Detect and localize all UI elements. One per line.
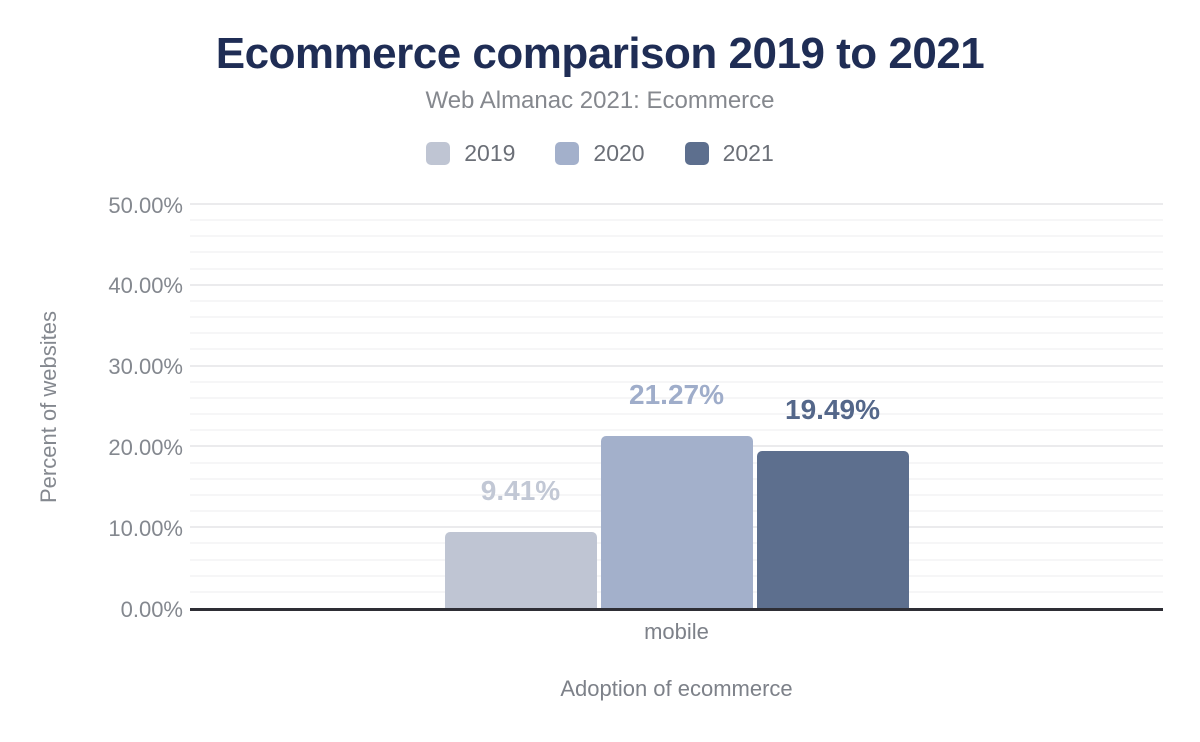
legend-label: 2019	[464, 140, 516, 166]
y-axis-tick-labels: 0.00% 10.00% 20.00% 30.00% 40.00% 50.00%	[60, 193, 183, 621]
legend-item: 2020	[555, 140, 645, 166]
plot-area: 9.41% 21.27% 19.49%	[190, 203, 1163, 611]
minor-gridline	[190, 316, 1163, 319]
bar-2020[interactable]	[600, 436, 753, 608]
bar-value-label: 9.41%	[480, 475, 561, 506]
legend-item: 2019	[426, 141, 515, 165]
y-tick-label: 10.00%	[108, 515, 183, 541]
minor-gridline	[190, 235, 1163, 238]
bar-2021[interactable]	[756, 451, 909, 608]
minor-gridline	[190, 219, 1163, 222]
bar-value-label: 19.49%	[785, 394, 880, 425]
legend-swatch-icon	[555, 141, 580, 165]
legend-item: 2021	[684, 140, 774, 166]
y-tick-label: 0.00%	[120, 596, 183, 622]
y-tick-label: 20.00%	[108, 434, 183, 460]
x-tick-label: mobile	[644, 619, 709, 644]
y-tick-label: 50.00%	[108, 192, 183, 218]
bar-2019[interactable]	[444, 532, 597, 608]
y-tick-label: 30.00%	[108, 354, 183, 380]
minor-gridline	[190, 380, 1163, 383]
minor-gridline	[190, 251, 1163, 254]
y-tick-label: 40.00%	[108, 273, 183, 299]
bar-value-label: 21.27%	[629, 379, 724, 410]
minor-gridline	[190, 413, 1163, 416]
x-axis-title: Adoption of ecommerce	[560, 676, 793, 701]
legend-label: 2020	[593, 140, 645, 166]
y-axis-title: Percent of websites	[36, 311, 61, 503]
minor-gridline	[190, 396, 1163, 399]
minor-gridline	[190, 267, 1163, 270]
minor-gridline	[190, 429, 1163, 432]
legend-label: 2021	[722, 140, 774, 166]
legend: 2019 2020 2021	[0, 141, 1200, 165]
major-gridline	[190, 283, 1163, 286]
legend-swatch-icon	[426, 141, 451, 165]
legend-swatch-icon	[684, 141, 709, 165]
minor-gridline	[190, 332, 1163, 335]
minor-gridline	[190, 348, 1163, 351]
chart-title: Ecommerce comparison 2019 to 2021	[215, 29, 985, 78]
chart-subtitle: Web Almanac 2021: Ecommerce	[425, 87, 775, 114]
minor-gridline	[190, 299, 1163, 302]
major-gridline	[190, 203, 1163, 205]
major-gridline	[190, 364, 1163, 367]
